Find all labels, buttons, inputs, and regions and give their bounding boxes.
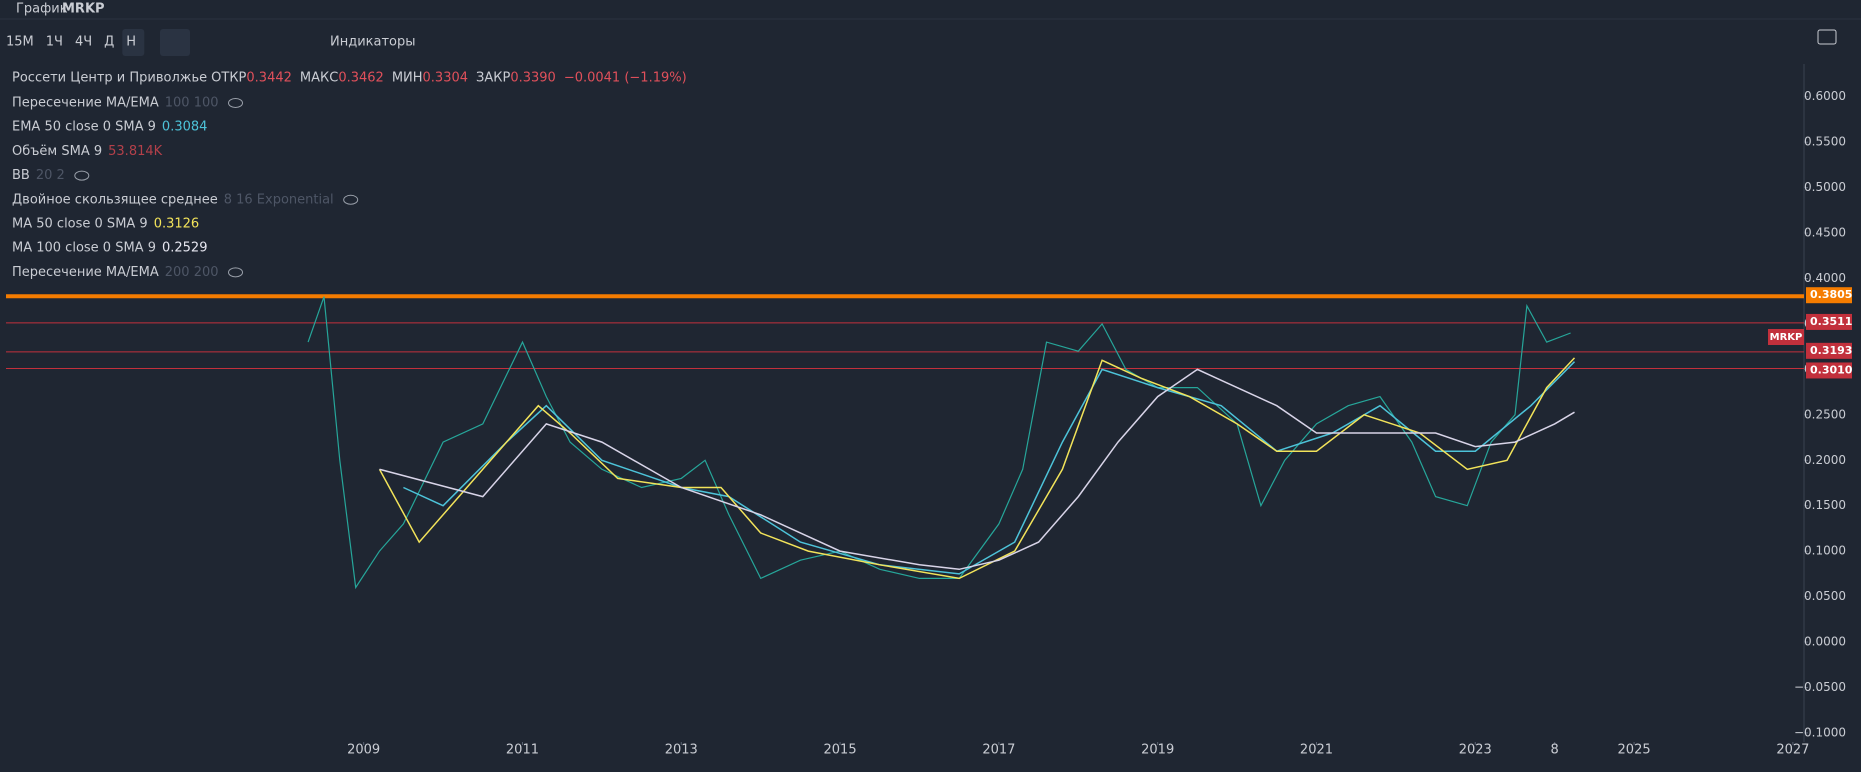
price-level-badge <box>1806 313 1852 330</box>
interval-button[interactable]: Н <box>126 35 136 50</box>
y-tick-label: 0.1000 <box>1804 544 1846 558</box>
ohlc-label: ОТКР <box>211 71 246 86</box>
ohlc-value: 0.3390 <box>510 71 556 86</box>
interval-button[interactable]: 1Ч <box>46 35 63 50</box>
x-tick-label: 2021 <box>1300 743 1333 758</box>
symbol-badge <box>1768 329 1804 345</box>
interval-active <box>122 29 145 56</box>
interval-button[interactable]: Д <box>104 35 114 50</box>
toolbar: 15М 1Ч 4Ч Д Н <box>6 29 145 56</box>
indicator-value: 0.3126 <box>154 217 200 232</box>
y-tick-label: 0.2000 <box>1804 453 1846 467</box>
price-axis <box>1804 64 1861 742</box>
ohlc-value: 0.3462 <box>338 71 384 86</box>
window-title: График <box>16 2 68 17</box>
y-tick-label: 0.0000 <box>1804 635 1846 649</box>
y-tick-label: 0.2500 <box>1804 407 1846 421</box>
ohlc-label: МИН <box>392 71 423 86</box>
price-level-label: 0.3010 <box>1810 363 1853 376</box>
indicator-name: MA 100 close 0 SMA 9 <box>12 241 156 256</box>
series-line <box>378 357 1576 580</box>
y-tick-label: −0.1000 <box>1794 725 1846 739</box>
series-line <box>379 368 1575 571</box>
indicator-name: Двойное скользящее среднее <box>12 192 218 207</box>
indicator-name: Пересечение MA/EMA <box>12 96 159 111</box>
hidden-icon[interactable] <box>228 98 244 108</box>
price-level-badge <box>1806 362 1852 379</box>
indicator-name: MA 50 close 0 SMA 9 <box>12 217 148 232</box>
y-tick-label: 0.1500 <box>1804 498 1846 512</box>
interval-button[interactable]: 4Ч <box>75 35 92 50</box>
x-tick-label: 2015 <box>824 743 857 758</box>
plot: 0.60000.55000.50000.45000.40000.35000.30… <box>6 64 1861 758</box>
indicator-params: 100 100 <box>165 96 219 111</box>
price-level-label: 0.3805 <box>1810 288 1852 301</box>
instrument-name: Россети Центр и Приволжье <box>12 71 207 86</box>
legend: Россети Центр и Приволжье ОТКР 0.3442 МАКС 0… <box>12 71 687 280</box>
indicator-value: 0.2529 <box>162 241 208 256</box>
indicator-name: Пересечение MA/EMA <box>12 265 159 280</box>
hidden-icon[interactable] <box>228 267 244 278</box>
y-tick-label: 0.6000 <box>1804 89 1846 103</box>
change: −0.0041 (−1.19%) <box>564 71 687 86</box>
indicator-params: 8 16 Exponential <box>224 192 334 207</box>
indicator-name: EMA 50 close 0 SMA 9 <box>12 120 156 135</box>
y-tick-label: 0.4000 <box>1804 271 1846 285</box>
price-level-label: 0.3193 <box>1810 344 1852 357</box>
snapshot-button[interactable] <box>1817 29 1837 45</box>
hidden-icon[interactable] <box>343 194 359 205</box>
x-tick-label: 2025 <box>1618 743 1651 758</box>
x-tick-label: 2011 <box>506 743 539 758</box>
x-tick-label: 2027 <box>1776 743 1809 758</box>
x-tick-label: 8 <box>1551 743 1559 758</box>
symbol-badge-label: MRKP <box>1770 332 1803 343</box>
ohlc-value: 0.3442 <box>246 71 292 86</box>
series-line <box>307 296 1571 590</box>
indicator-value: 53.814K <box>108 144 162 159</box>
price-level-badge <box>1806 287 1852 304</box>
interval-button[interactable]: 15М <box>6 35 34 50</box>
indicator-name: Объём SMA 9 <box>12 144 102 159</box>
ohlc-label: МАКС <box>300 71 338 86</box>
indicator-value: 0.3084 <box>162 120 208 135</box>
x-tick-label: 2023 <box>1459 743 1492 758</box>
indicator-params: 20 2 <box>36 168 65 183</box>
x-tick-label: 2017 <box>982 743 1015 758</box>
y-tick-label: 0.5000 <box>1804 180 1846 194</box>
y-tick-label: 0.4500 <box>1804 226 1846 240</box>
x-tick-label: 2019 <box>1141 743 1174 758</box>
price-level-label: 0.3511 <box>1810 315 1852 328</box>
ohlc-label: ЗАКР <box>476 71 510 86</box>
indicator-name: BB <box>12 168 30 183</box>
x-tick-label: 2009 <box>347 743 380 758</box>
ohlc-value: 0.3304 <box>423 71 469 86</box>
price-level-badge <box>1806 342 1852 359</box>
y-tick-label: 0.5500 <box>1804 135 1846 149</box>
indicators-button[interactable]: Индикаторы <box>330 35 416 50</box>
indicator-params: 200 200 <box>165 265 219 280</box>
y-tick-label: 0.0500 <box>1804 589 1846 603</box>
chart-style-button[interactable] <box>160 29 190 56</box>
x-tick-label: 2013 <box>665 743 698 758</box>
window-symbol: MRKP <box>62 2 105 17</box>
hidden-icon[interactable] <box>74 170 90 181</box>
y-tick-label: −0.0500 <box>1794 680 1846 694</box>
